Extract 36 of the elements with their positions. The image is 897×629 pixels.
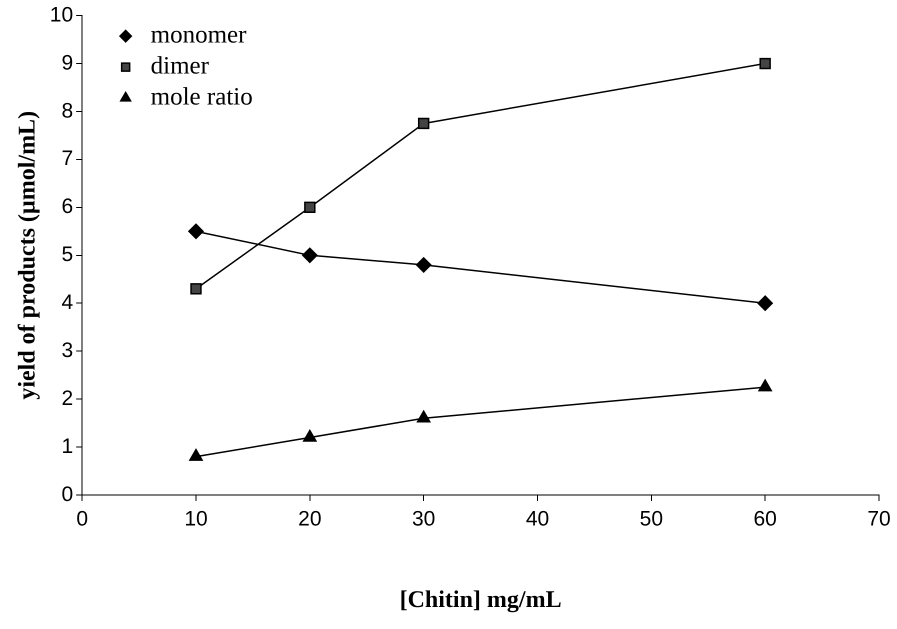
y-tick-label: 5 — [61, 243, 74, 266]
x-tick-label: 50 — [640, 507, 664, 530]
x-axis-title: [Chitin] mg/mL — [400, 586, 562, 613]
point — [758, 379, 772, 392]
y-tick-label: 9 — [61, 51, 74, 74]
point — [302, 248, 318, 264]
x-tick-label: 20 — [298, 507, 322, 530]
x-tick-label: 0 — [76, 507, 88, 530]
point — [759, 58, 771, 70]
legend-label: dimer — [150, 52, 210, 80]
y-tick-label: 1 — [61, 434, 74, 458]
x-tick-label: 30 — [412, 507, 436, 530]
point — [190, 283, 202, 295]
y-tick-label: 7 — [61, 147, 74, 170]
point — [304, 202, 316, 214]
x-tick-label: 70 — [867, 507, 891, 530]
point — [418, 118, 430, 130]
y-tick-label: 3 — [61, 338, 74, 362]
y-tick-label: 8 — [61, 99, 74, 122]
point — [189, 448, 203, 461]
point — [416, 410, 430, 423]
legend-label: mole ratio — [150, 84, 253, 111]
y-tick-label: 10 — [50, 3, 74, 26]
y-tick-label: 0 — [61, 482, 74, 506]
x-tick-label: 10 — [184, 507, 208, 530]
x-tick-label: 60 — [753, 507, 777, 530]
y-tick-label: 4 — [61, 291, 74, 314]
point — [188, 224, 204, 240]
y-tick-label: 6 — [61, 195, 74, 218]
x-tick-label: 40 — [526, 507, 550, 530]
point — [303, 430, 317, 442]
point — [757, 295, 773, 311]
y-tick-label: 2 — [61, 386, 74, 410]
legend-label: monomer — [150, 22, 248, 49]
point — [416, 257, 432, 273]
y-axis-title: yield of products (µmol/mL) — [14, 110, 41, 400]
